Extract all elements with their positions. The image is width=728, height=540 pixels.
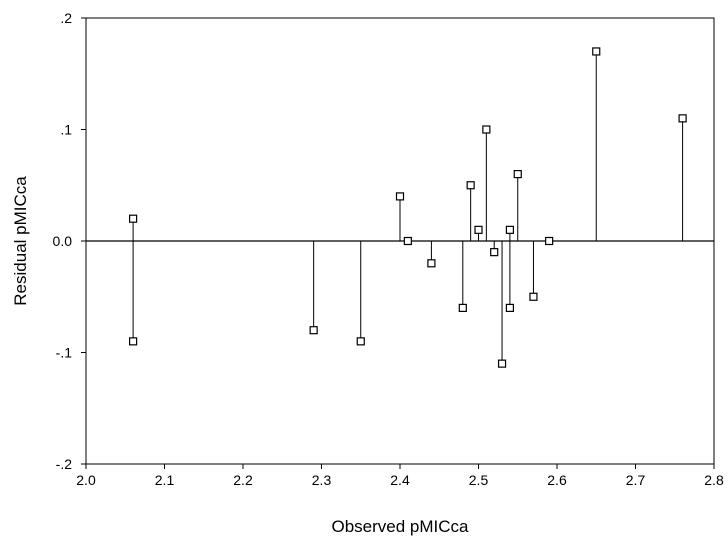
- y-tick-label: -.2: [56, 456, 73, 472]
- y-tick-label: .2: [60, 10, 72, 26]
- x-axis-title: Observed pMICca: [332, 517, 470, 536]
- data-point-marker: [395, 192, 405, 201]
- x-tick-label: 2.8: [704, 472, 724, 488]
- data-point-marker: [427, 259, 436, 268]
- x-tick-label: 2.6: [547, 472, 567, 488]
- data-point-marker: [129, 337, 138, 346]
- data-point-marker: [678, 114, 687, 123]
- y-tick-label: 0.0: [53, 233, 73, 249]
- y-axis-ticks: -.2 -.1 0.0 .1 .2: [53, 10, 86, 472]
- x-tick-label: 2.4: [390, 472, 410, 488]
- data-point-marker: [505, 303, 514, 312]
- data-point-marker: [458, 303, 467, 312]
- points-layer: [129, 47, 687, 368]
- x-tick-label: 2.2: [233, 472, 253, 488]
- x-tick-label: 2.7: [626, 472, 646, 488]
- drop-lines-layer: [132, 51, 684, 364]
- data-point-marker: [513, 170, 522, 179]
- data-point-marker: [505, 225, 514, 234]
- data-point-marker: [490, 248, 499, 257]
- data-point-marker: [466, 181, 475, 190]
- x-tick-label: 2.3: [312, 472, 332, 488]
- data-point-marker: [529, 292, 538, 301]
- data-point-marker: [545, 236, 554, 246]
- data-point-marker: [129, 214, 138, 223]
- data-point-marker: [497, 359, 507, 368]
- data-point-marker: [309, 326, 318, 335]
- data-point-marker: [482, 125, 491, 134]
- x-tick-label: 2.1: [155, 472, 175, 488]
- data-point-marker: [403, 236, 412, 246]
- data-point-marker: [474, 225, 483, 234]
- y-axis-title: Residual pMICca: [11, 176, 30, 306]
- y-tick-label: -.1: [56, 345, 73, 361]
- data-point-marker: [356, 337, 365, 346]
- x-axis-ticks: 2.0 2.1 2.2 2.3 2.4 2.5 2.6 2.7 2.8: [76, 464, 724, 488]
- x-tick-label: 2.0: [76, 472, 96, 488]
- x-tick-label: 2.5: [469, 472, 489, 488]
- y-tick-label: .1: [60, 122, 72, 138]
- data-point-marker: [592, 47, 601, 56]
